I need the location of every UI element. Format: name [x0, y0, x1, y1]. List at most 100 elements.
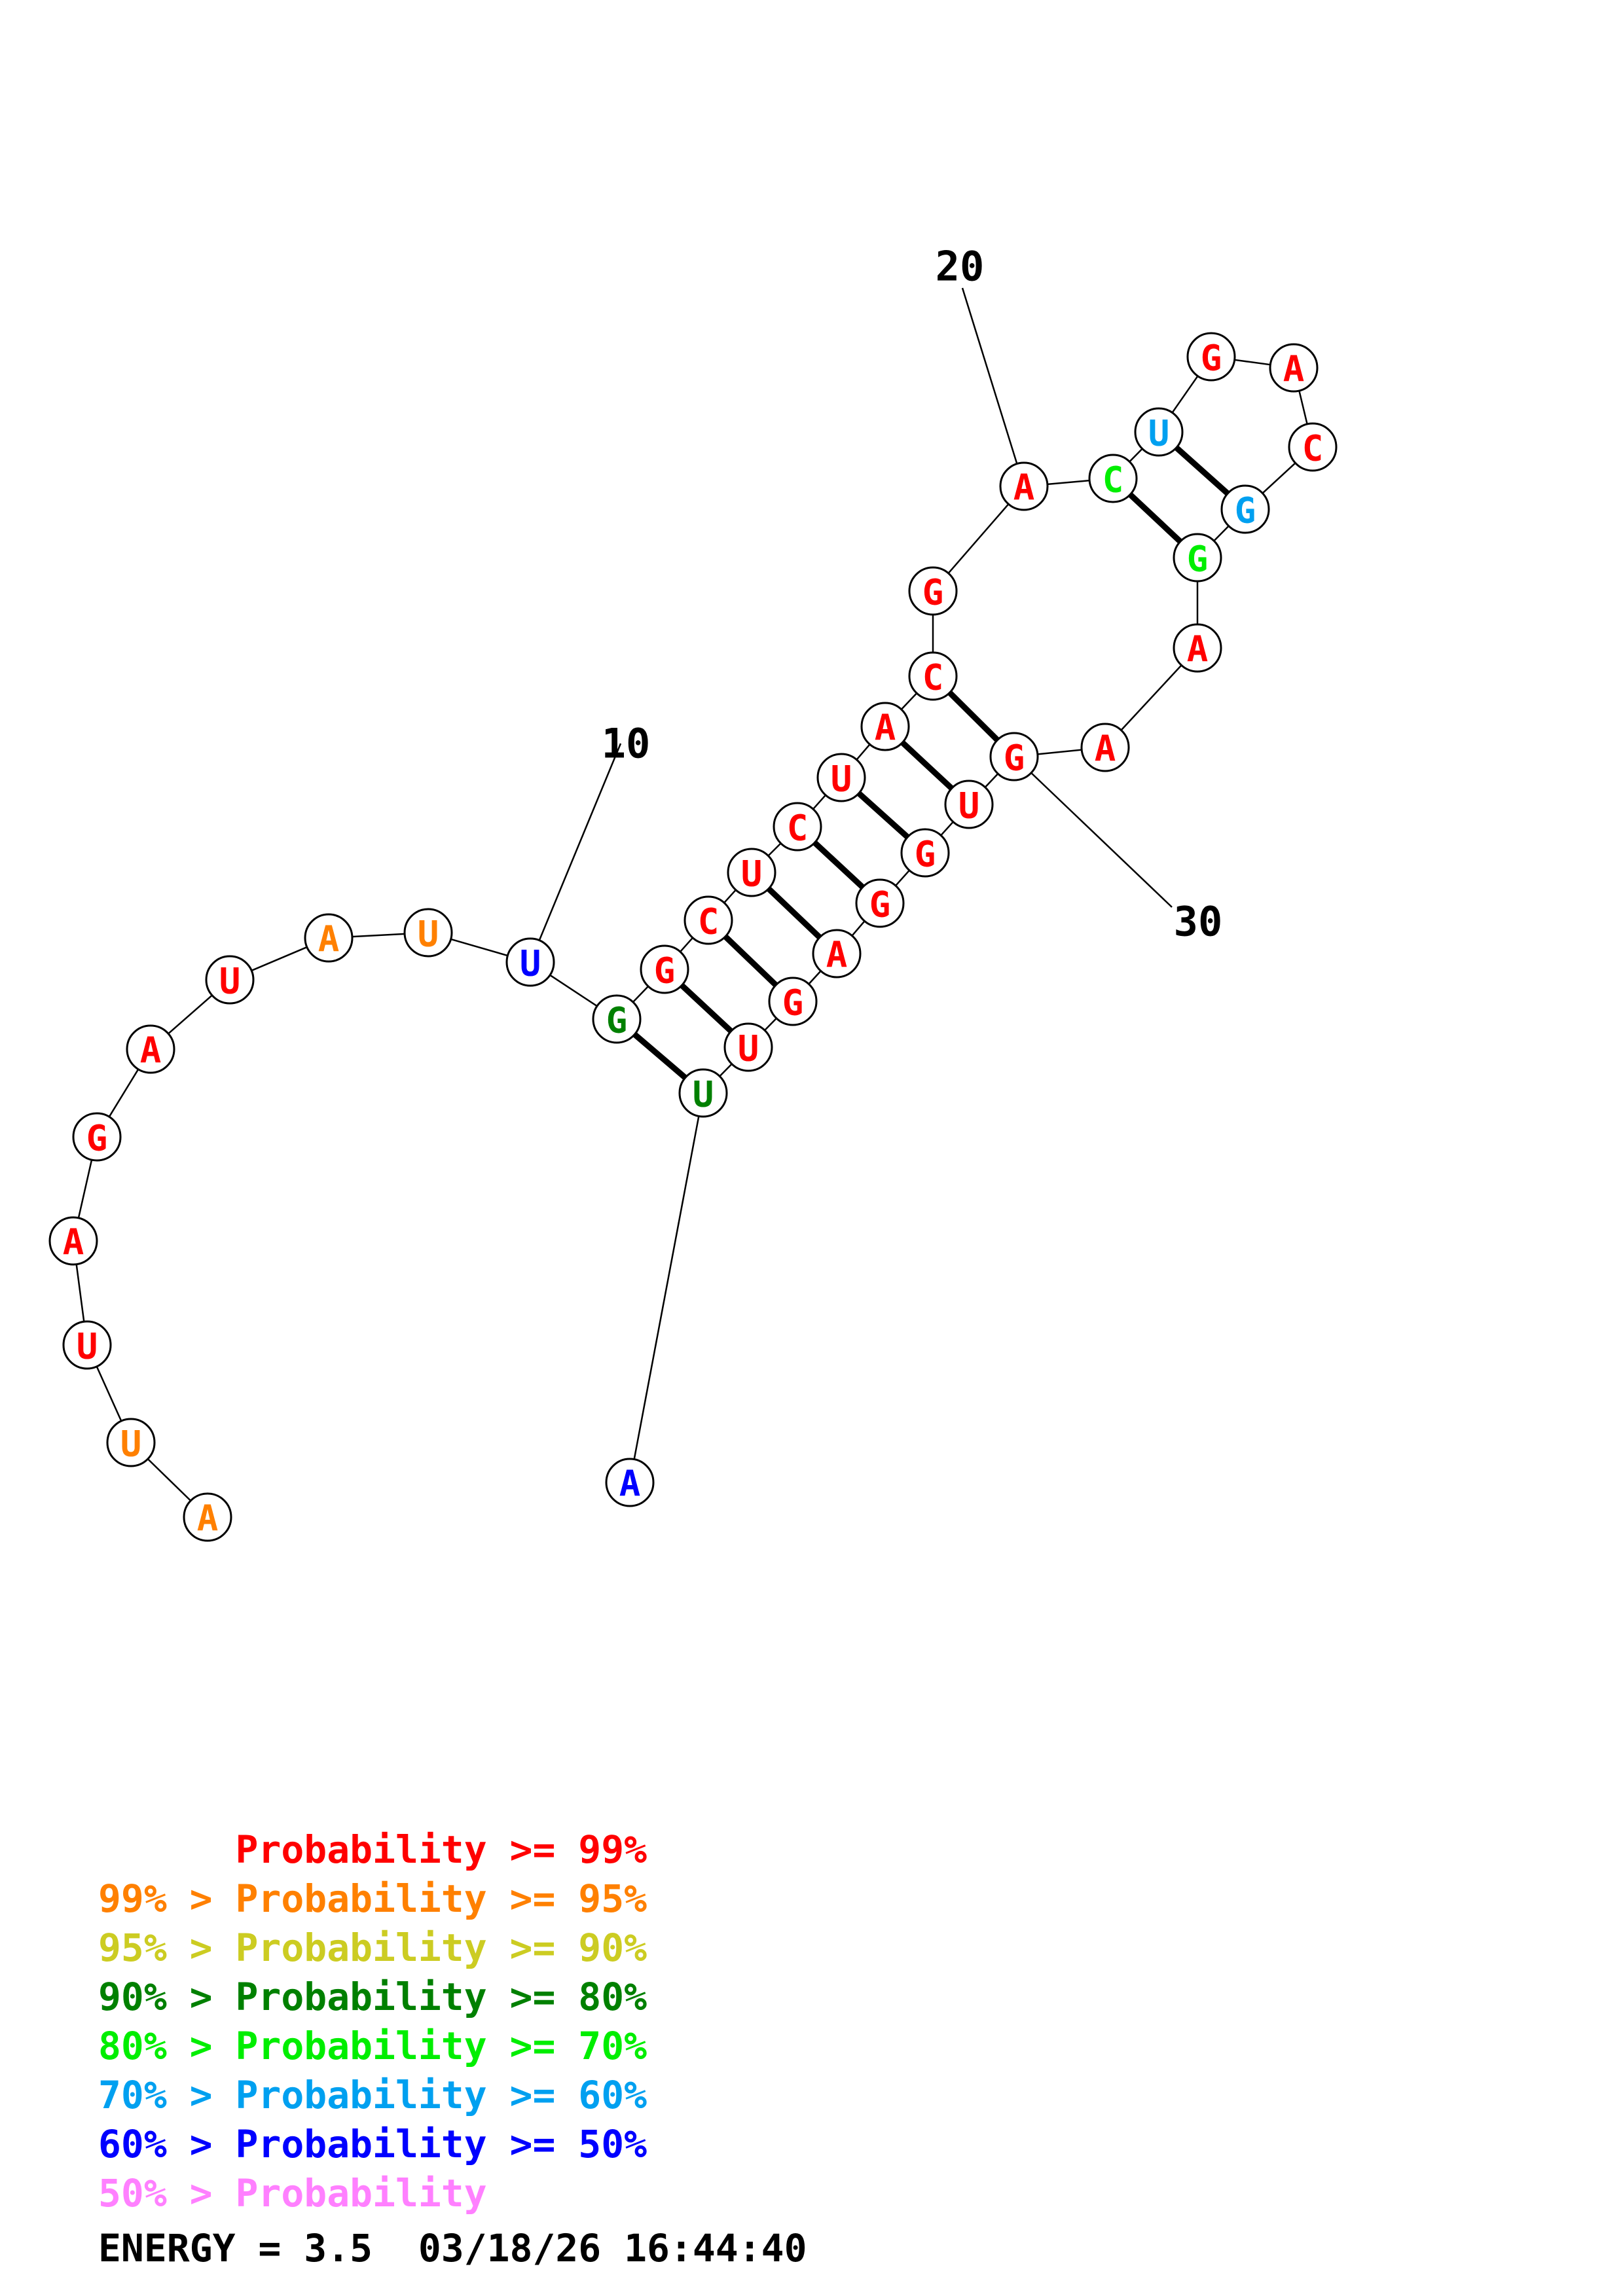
nucleotide-letter: G [1004, 738, 1025, 779]
nucleotide-circle [1288, 422, 1338, 472]
nucleotide-letter: U [219, 961, 241, 1002]
backbone-segment-5-6 [108, 1069, 139, 1117]
nucleotide-circle [768, 977, 818, 1026]
nucleotide-circle [1080, 723, 1130, 772]
nucleotide-circle [908, 651, 958, 701]
base-pair-17-31 [900, 740, 954, 791]
backbone-segment-28-29 [1120, 664, 1182, 731]
legend-row-3: 95% > Probability >= 90% [98, 1926, 647, 1970]
nucleotide-letter: A [875, 708, 896, 749]
nucleotide-circle [106, 1418, 156, 1467]
nucleotide-letter: U [693, 1074, 714, 1115]
backbone-segment-17-18 [900, 692, 918, 710]
nucleotide-letter: U [958, 785, 980, 827]
backbone-segment-26-27 [1213, 525, 1230, 542]
base-pair-16-32 [856, 791, 910, 840]
nucleotide-12: G [640, 944, 689, 994]
base-pair-14-34 [766, 886, 822, 940]
backbone-segment-22-23 [1171, 375, 1199, 414]
backbone-segment-13-14 [723, 889, 737, 904]
nucleotide-letter: G [922, 572, 944, 613]
nucleotide-circle [812, 929, 862, 978]
backbone-segment-20-21 [1047, 479, 1090, 486]
nucleotide-4: A [48, 1216, 98, 1266]
nucleotide-letter: A [1095, 728, 1116, 770]
backbone-layer [75, 359, 1308, 1501]
backbone-segment-34-35 [808, 970, 822, 985]
nucleotide-circle [62, 1320, 112, 1370]
probability-legend: Probability >= 99%99% > Probability >= 9… [98, 1827, 647, 2215]
nucleotide-circle [816, 753, 866, 802]
nucleotide-letter: A [140, 1030, 162, 1071]
nucleotide-letter: G [606, 1000, 628, 1041]
nucleotide-circle [855, 878, 905, 928]
nucleotide-17: A [860, 702, 910, 751]
nucleotide-29: A [1080, 723, 1130, 772]
legend-row-2: 99% > Probability >= 95% [98, 1876, 647, 1921]
nucleotide-letter: G [86, 1118, 108, 1159]
backbone-segment-14-15 [767, 842, 782, 857]
nucleotide-circle [1173, 533, 1222, 583]
energy-and-timestamp: ENERGY = 3.5 03/18/26 16:44:40 [98, 2226, 807, 2270]
backbone-segment-19-20 [947, 503, 1010, 574]
nucleotide-31: U [944, 780, 994, 829]
nucleotide-circle [1269, 343, 1319, 393]
backbone-segment-32-33 [895, 869, 910, 887]
backbone-segment-8-9 [352, 933, 405, 938]
nucleotide-letter: A [1187, 629, 1209, 670]
nucleotide-26: G [1220, 484, 1270, 534]
backbone-segment-9-10 [450, 938, 508, 957]
nucleotide-letter: A [1283, 349, 1305, 390]
base-pair-13-35 [723, 934, 778, 988]
nucleotide-letter: U [520, 943, 541, 984]
backbone-segment-35-36 [764, 1017, 777, 1031]
nucleotide-circle [1088, 454, 1138, 503]
nucleotide-25: C [1288, 422, 1338, 472]
nucleotide-circle [1186, 332, 1236, 382]
nucleotide-30: G [989, 732, 1039, 781]
nucleotide-letter: G [915, 834, 936, 875]
nucleotide-letter: A [619, 1463, 641, 1505]
nucleotide-1: A [183, 1492, 232, 1542]
nucleotide-18: C [908, 651, 958, 701]
base-pair-12-36 [680, 983, 733, 1033]
tick-line-20 [961, 287, 1018, 464]
nucleotide-letter: G [782, 982, 804, 1024]
tick-label-30: 30 [1174, 898, 1223, 946]
backbone-segment-25-26 [1262, 462, 1296, 494]
nucleotide-letter: G [1201, 338, 1222, 379]
tick-label-10: 10 [602, 720, 651, 768]
backbone-segment-21-22 [1129, 448, 1143, 463]
nucleotide-34: A [812, 929, 862, 978]
nucleotide-circle [1220, 484, 1270, 534]
nucleotide-circle [908, 566, 958, 616]
backbone-segment-33-34 [851, 920, 866, 937]
backbone-segment-31-32 [940, 821, 954, 836]
nucleotide-circle [48, 1216, 98, 1266]
nucleotide-circle [944, 780, 994, 829]
tick-line-30 [1030, 772, 1173, 908]
nucleotide-2: U [106, 1418, 156, 1467]
nucleotide-21: C [1088, 454, 1138, 503]
nucleotide-letter: G [654, 950, 676, 992]
nucleotide-16: U [816, 753, 866, 802]
nucleotide-letter: G [1235, 490, 1256, 531]
nucleotide-9: U [403, 908, 453, 958]
nucleotide-letter: C [1103, 459, 1124, 501]
nucleotide-14: U [727, 848, 776, 897]
nucleotide-10: U [505, 937, 555, 987]
nucleotide-23: G [1186, 332, 1236, 382]
backbone-segment-36-37 [719, 1063, 733, 1077]
nucleotide-letter: U [831, 759, 852, 800]
nucleotide-13: C [684, 895, 733, 945]
nucleotide-letter: A [63, 1222, 84, 1263]
nucleotide-circle [773, 802, 822, 852]
nucleotide-letter: A [197, 1498, 219, 1539]
nucleotide-circle [1173, 623, 1222, 673]
nucleotide-circle [403, 908, 453, 958]
backbone-segment-12-13 [680, 937, 693, 952]
nucleotide-circle [505, 937, 555, 987]
nucleotide-circle [723, 1022, 773, 1072]
legend-row-1: Probability >= 99% [98, 1827, 647, 1872]
